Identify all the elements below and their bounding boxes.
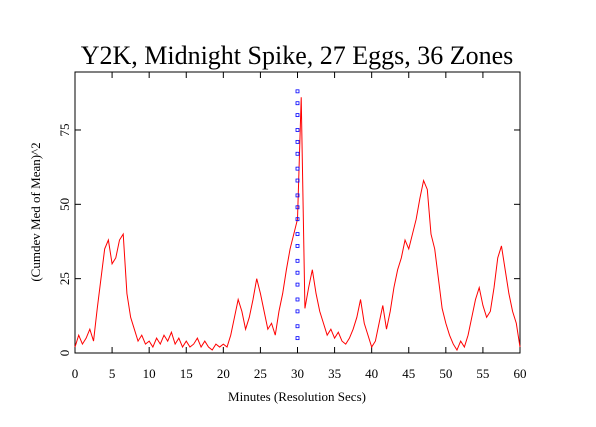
marker [295,101,300,106]
marker [295,166,300,171]
marker [295,244,300,248]
x-tick-label: 40 [365,366,378,381]
marker [295,282,300,287]
marker [295,89,300,94]
marker [295,258,300,263]
x-tick-label: 10 [143,366,156,381]
marker [295,205,300,210]
x-tick-label: 30 [291,366,304,381]
marker [295,139,300,144]
x-tick-label: 0 [72,366,79,381]
marker [295,113,300,118]
x-tick-label: 55 [476,366,489,381]
marker [295,193,300,198]
marker [295,217,300,222]
x-tick-label: 15 [180,366,193,381]
marker [295,128,300,132]
y-tick-label: 50 [57,198,72,211]
x-tick-label: 45 [402,366,415,381]
x-tick-label: 25 [254,366,267,381]
y-tick-label: 75 [57,123,72,136]
marker [295,232,300,236]
marker [295,297,300,302]
x-tick-label: 35 [328,366,341,381]
marker [295,178,300,183]
data-line [74,97,521,352]
x-tick-label: 60 [514,366,527,381]
x-tick-label: 20 [217,366,230,381]
x-tick-label: 50 [439,366,452,381]
x-axis-label: Minutes (Resolution Secs) [228,389,366,404]
marker [295,270,300,275]
marker [295,309,300,314]
marker [295,324,300,329]
marker [295,336,300,341]
y-tick-label: 25 [57,272,72,285]
chart-title: Y2K, Midnight Spike, 27 Eggs, 36 Zones [81,41,514,70]
x-tick-label: 5 [109,366,116,381]
marker [295,151,300,156]
y-tick-label: 0 [57,350,72,357]
y-axis-label: (Cumdev Med of Mean)^2 [28,142,43,281]
